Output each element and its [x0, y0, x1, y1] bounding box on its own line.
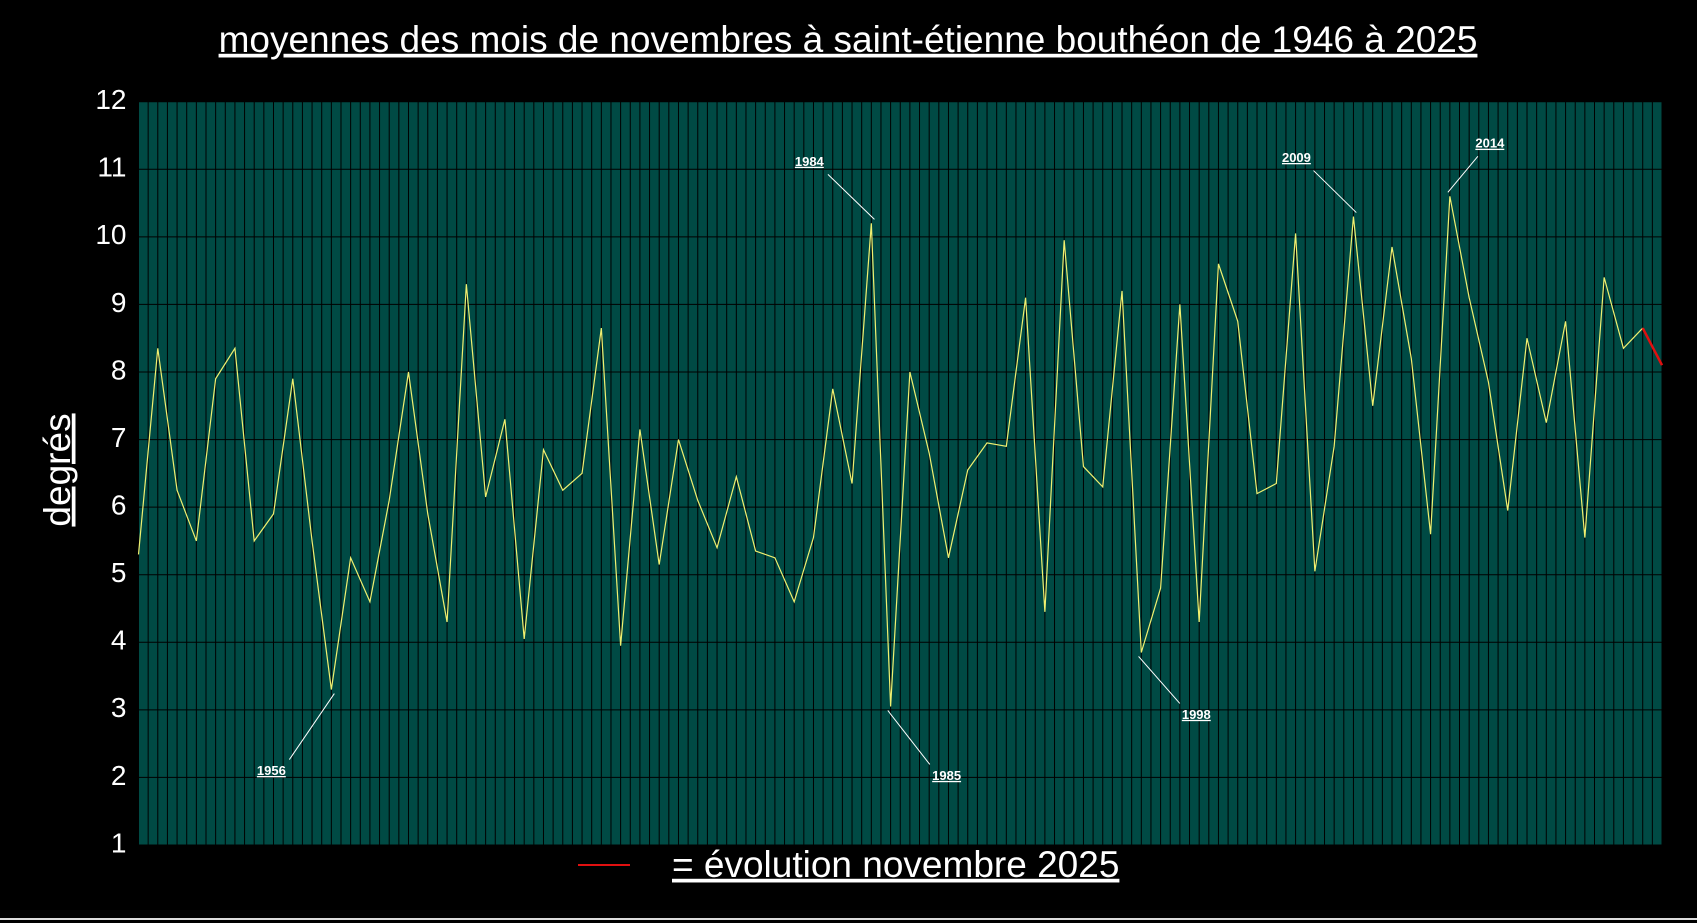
annotation-leader [288, 693, 335, 760]
annotation-leader [1313, 170, 1357, 213]
y-tick-label: 1 [111, 827, 127, 858]
y-tick-label: 3 [111, 692, 127, 723]
y-tick-label: 11 [97, 152, 126, 183]
y-tick-label: 10 [95, 219, 126, 250]
annotation: 1985 [932, 768, 961, 783]
annotation: 1956 [257, 763, 286, 778]
annotation-leader [827, 173, 875, 220]
highlight-line [1641, 327, 1664, 366]
annotation: 1998 [1182, 707, 1211, 722]
legend-label: = évolution novembre 2025 [672, 844, 1119, 885]
annotation-leader [1138, 656, 1181, 704]
y-tick-label: 4 [111, 625, 127, 656]
annotation-leader [1447, 155, 1479, 193]
y-tick-label: 9 [111, 287, 127, 318]
y-tick-label: 6 [111, 490, 127, 521]
annotation-leader [887, 710, 931, 765]
data-line [137, 196, 1644, 707]
chart-title: moyennes des mois de novembres à saint-é… [219, 19, 1478, 60]
annotation: 1984 [795, 154, 825, 169]
annotation: 2014 [1475, 136, 1505, 151]
y-tick-label: 5 [111, 557, 127, 588]
y-axis-label: degrés [37, 413, 78, 526]
y-tick-label: 8 [111, 354, 127, 385]
y-tick-label: 12 [95, 84, 126, 115]
y-tick-label: 7 [111, 422, 127, 453]
y-tick-label: 2 [111, 760, 127, 791]
annotation: 2009 [1282, 150, 1311, 165]
